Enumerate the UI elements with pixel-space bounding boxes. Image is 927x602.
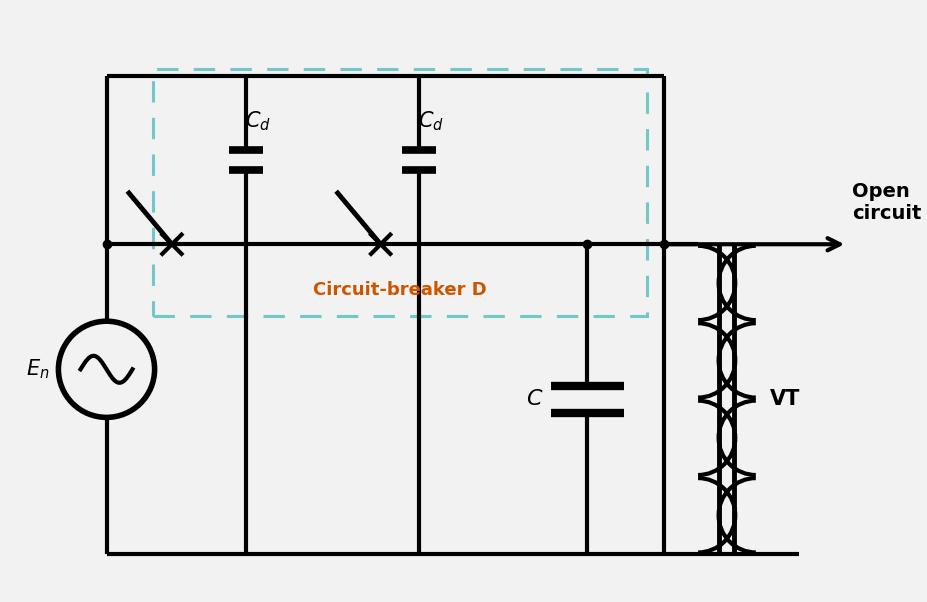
Text: VT: VT	[769, 389, 800, 409]
Text: $C_d$: $C_d$	[245, 110, 270, 133]
Text: $C_d$: $C_d$	[417, 110, 443, 133]
Text: $C$: $C$	[526, 389, 542, 409]
Text: Circuit-breaker D: Circuit-breaker D	[312, 281, 487, 299]
Text: $E_n$: $E_n$	[25, 358, 49, 381]
Text: Open
circuit: Open circuit	[851, 182, 921, 223]
